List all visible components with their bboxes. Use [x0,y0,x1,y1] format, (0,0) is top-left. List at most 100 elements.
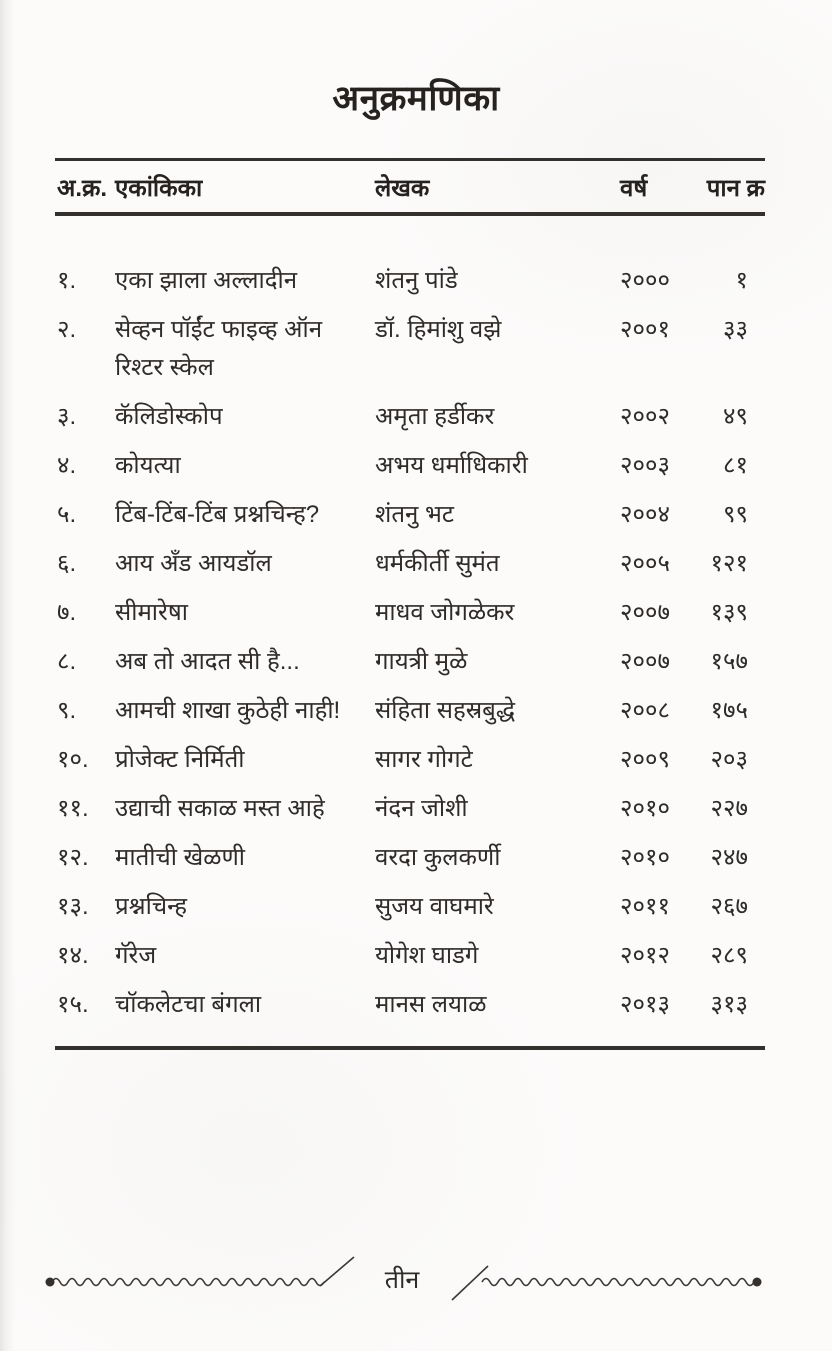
toc-row-page: २८९ [710,942,748,969]
toc-row: १३. प्रश्नचिन्ह सुजय वाघमारे २०११ २६७ [55,888,765,926]
toc-row-page: १३९ [710,599,748,626]
page-footer: तीन [0,1248,832,1318]
toc-row: ११. उद्याची सकाळ मस्त आहे नंदन जोशी २०१० २२७ [55,790,765,828]
toc-row-page: १५७ [710,648,748,675]
toc-row-title: कॅलिडोस्कोप [115,403,223,430]
toc-row-title: चॉकलेटचा बंगला [115,991,262,1018]
toc-row-year: २००७ [620,648,670,675]
table-bottom-rule [55,1046,765,1050]
toc-row: १. एका झाला अल्लादीन शंतनु पांडे २००० १ [55,262,765,300]
toc-row-page: १ [735,267,748,294]
toc-row-page: ९९ [723,501,748,528]
toc-row-year: २०१२ [620,942,670,969]
table-header-row: अ.क्र. एकांकिका लेखक वर्ष पान क्र [55,171,765,204]
toc-row: १५. चॉकलेटचा बंगला मानस लयाळ २०१३ ३१३ [55,986,765,1024]
toc-row-year: २००८ [620,697,670,724]
toc-row-author: डॉ. हिमांशु वझे [375,316,502,343]
toc-row-page: २२७ [710,795,748,822]
toc-row-page: ८१ [723,452,748,479]
table-top-rule [55,158,765,161]
toc-row-author: सागर गोगटे [375,746,473,773]
toc-row: ३. कॅलिडोस्कोप अमृता हर्डीकर २००२ ४९ [55,398,765,436]
header-title: एकांकिका [115,175,203,202]
toc-row-author: अमृता हर्डीकर [375,403,495,430]
toc-row: १०. प्रोजेक्ट निर्मिती सागर गोगटे २००९ २०३ [55,741,765,779]
toc-row-year: २००३ [620,452,670,479]
toc-row-serial: १०. [57,746,89,773]
toc-row-author: शंतनु भट [375,501,454,528]
toc-row-serial: ९. [57,697,77,724]
toc-row-serial: २. [57,316,77,343]
toc-row-year: २००४ [620,501,670,528]
toc-row-year: २००५ [620,550,670,577]
toc-row-page: १२१ [710,550,748,577]
toc-row-serial: ४. [57,452,77,479]
toc-row-serial: १४. [57,942,89,969]
toc-row-title: प्रश्नचिन्ह [115,893,187,920]
toc-row-author: माधव जोगळेकर [375,599,515,626]
toc-row-title: गॅरेज [115,942,157,969]
footer-dot-right [752,1277,762,1287]
footer-squiggle-left [51,1277,325,1287]
toc-row-page: २४७ [710,844,748,871]
toc-row-year: २००७ [620,599,670,626]
table-body: १. एका झाला अल्लादीन शंतनु पांडे २००० १ २. सेव… [55,262,765,1035]
toc-row-author: गायत्री मुळे [375,648,468,675]
toc-row: ९. आमची शाखा कुठेही नाही! संहिता सहस्रबुद्… [55,692,765,730]
footer-dot-left [45,1277,55,1287]
toc-row: ६. आय अँड आयडॉल धर्मकीर्ती सुमंत २००५ १२१ [55,545,765,583]
toc-row-year: २००० [620,267,670,294]
toc-row-serial: ७. [57,599,77,626]
header-page: पान क्र [706,175,765,202]
toc-row-author: वरदा कुलकर्णी [375,844,501,871]
toc-row-title: कोयत्या [115,452,181,479]
toc-row-serial: १३. [57,893,89,920]
toc-row-title: सेव्हन पॉईंट फाइव्ह ऑन रिश्टर स्केल [115,316,323,381]
toc-row-author: सुजय वाघमारे [375,893,494,920]
toc-row: ५. टिंब-टिंब-टिंब प्रश्नचिन्ह? शंतनु भट २००… [55,496,765,534]
toc-row-page: २०३ [710,746,748,773]
toc-row-serial: ५. [57,501,77,528]
toc-row-year: २०१० [620,795,670,822]
toc-row-title: अब तो आदत सी है... [115,648,300,675]
toc-row-year: २००२ [620,403,670,430]
header-year: वर्ष [620,175,648,202]
toc-row-author: शंतनु पांडे [375,267,458,294]
toc-row-page: ३१३ [710,991,748,1018]
toc-row-year: २०१० [620,844,670,871]
toc-row: १४. गॅरेज योगेश घाडगे २०१२ २८९ [55,937,765,975]
toc-row-year: २००१ [620,316,670,343]
toc-row-serial: ६. [57,550,77,577]
toc-row-page: ४९ [723,403,748,430]
toc-row-page: ३३ [723,316,748,343]
footer-squiggle-right [481,1277,755,1287]
toc-row-serial: १. [57,267,77,294]
toc-row-author: संहिता सहस्रबुद्धे [375,697,516,724]
scan-edge-shadow [0,0,16,1351]
toc-row-title: उद्याची सकाळ मस्त आहे [115,795,325,822]
toc-row-serial: ३. [57,403,77,430]
toc-row: ७. सीमारेषा माधव जोगळेकर २००७ १३९ [55,594,765,632]
toc-row-year: २०१३ [620,991,670,1018]
toc-row-title: मातीची खेळणी [115,844,246,871]
page-number-label: तीन [384,1266,420,1294]
table-of-contents: अ.क्र. एकांकिका लेखक वर्ष पान क्र १. एका … [55,158,765,1058]
header-serial: अ.क्र. [57,175,108,202]
toc-row-page: १७५ [710,697,748,724]
footer-ornament [45,1256,762,1301]
toc-row-title: आमची शाखा कुठेही नाही! [115,697,341,724]
toc-row-year: २००९ [620,746,670,773]
footer-tick-left [319,1256,355,1287]
toc-row-author: धर्मकीर्ती सुमंत [375,550,500,577]
header-author: लेखक [375,175,430,202]
page-title: अनुक्रमणिका [332,79,500,118]
toc-row-author: योगेश घाडगे [375,942,479,969]
table-header-rule [55,212,765,216]
toc-row-author: नंदन जोशी [375,795,468,822]
toc-row-title: एका झाला अल्लादीन [115,267,298,294]
footer-tick-right [451,1265,489,1301]
toc-row-serial: १५. [57,991,89,1018]
toc-row-serial: ११. [57,795,89,822]
toc-row-serial: १२. [57,844,89,871]
toc-row-title: प्रोजेक्ट निर्मिती [115,746,245,773]
